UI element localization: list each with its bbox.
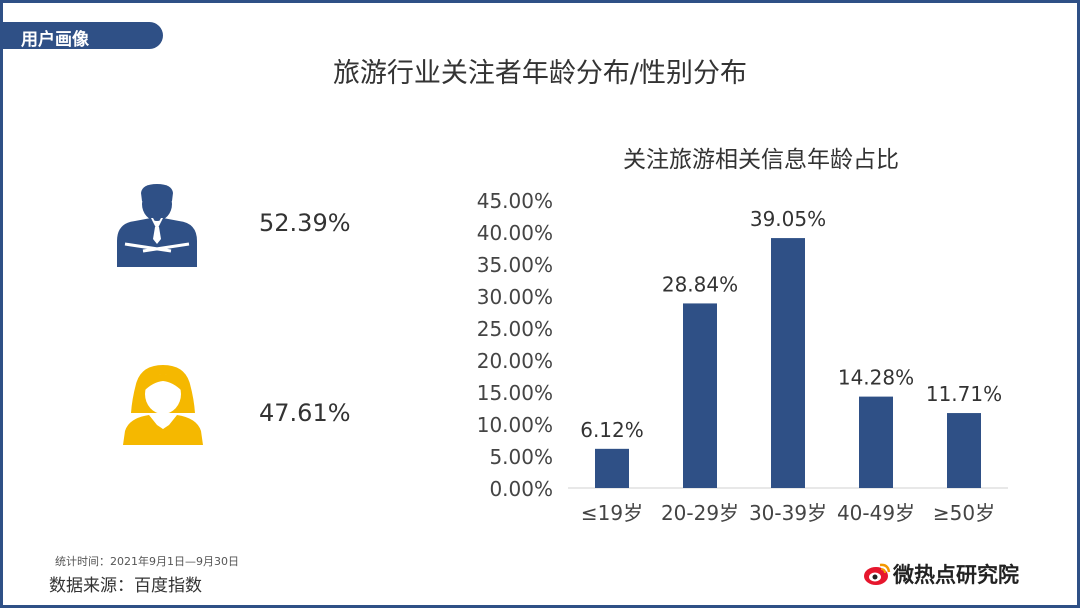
x-tick-label: 30-39岁: [749, 501, 827, 525]
y-tick-label: 35.00%: [477, 253, 553, 277]
male-icon-head: [142, 187, 172, 221]
data-label: 39.05%: [750, 207, 826, 231]
x-tick-label: ≤19岁: [581, 501, 643, 525]
y-tick-label: 15.00%: [477, 381, 553, 405]
data-label: 11.71%: [926, 382, 1002, 406]
bar: [683, 303, 717, 488]
male-icon: [117, 184, 197, 267]
bar: [947, 413, 981, 488]
weibo-eye-icon: [864, 563, 891, 585]
y-tick-label: 45.00%: [477, 189, 553, 213]
female-icon-collar: [155, 417, 171, 429]
bar: [771, 238, 805, 488]
y-tick-label: 20.00%: [477, 349, 553, 373]
male-icon-shirt: [151, 218, 163, 230]
data-label: 28.84%: [662, 272, 738, 296]
x-tick-label: 20-29岁: [661, 501, 739, 525]
female-icon-body: [123, 415, 203, 445]
female-icon: [123, 365, 203, 445]
y-tick-label: 40.00%: [477, 221, 553, 245]
x-tick-label: ≥50岁: [933, 501, 995, 525]
bar: [859, 396, 893, 488]
age-bar-chart: 0.00% 5.00% 10.00% 15.00% 20.00% 25.00% 30.00%…: [477, 189, 1008, 525]
page-title: 旅游行业关注者年龄分布/性别分布: [332, 58, 748, 89]
brand-name: 微热点研究院: [893, 563, 1019, 587]
chart-title: 关注旅游相关信息年龄占比: [623, 147, 899, 173]
bar: [595, 448, 629, 488]
y-tick-label: 10.00%: [477, 413, 553, 437]
statistics-period: 统计时间：2021年9月1日—9月30日: [55, 555, 239, 568]
y-tick-label: 0.00%: [489, 477, 553, 501]
y-tick-label: 30.00%: [477, 285, 553, 309]
female-percentage: 47.61%: [259, 399, 351, 427]
data-label: 14.28%: [838, 366, 914, 390]
data-source: 数据来源：百度指数: [49, 576, 202, 596]
x-tick-label: 40-49岁: [837, 501, 915, 525]
female-icon-bangs: [144, 373, 182, 391]
data-label: 6.12%: [580, 418, 644, 442]
y-tick-label: 5.00%: [489, 445, 553, 469]
y-tick-label: 25.00%: [477, 317, 553, 341]
brand-logo: 微热点研究院: [863, 559, 1063, 591]
female-icon-face: [145, 374, 181, 414]
section-tag: 用户画像: [3, 22, 163, 50]
male-percentage: 52.39%: [259, 209, 351, 237]
section-tag-label: 用户画像: [21, 30, 89, 50]
male-icon-arms: [124, 242, 190, 253]
male-icon-tie: [153, 227, 161, 244]
